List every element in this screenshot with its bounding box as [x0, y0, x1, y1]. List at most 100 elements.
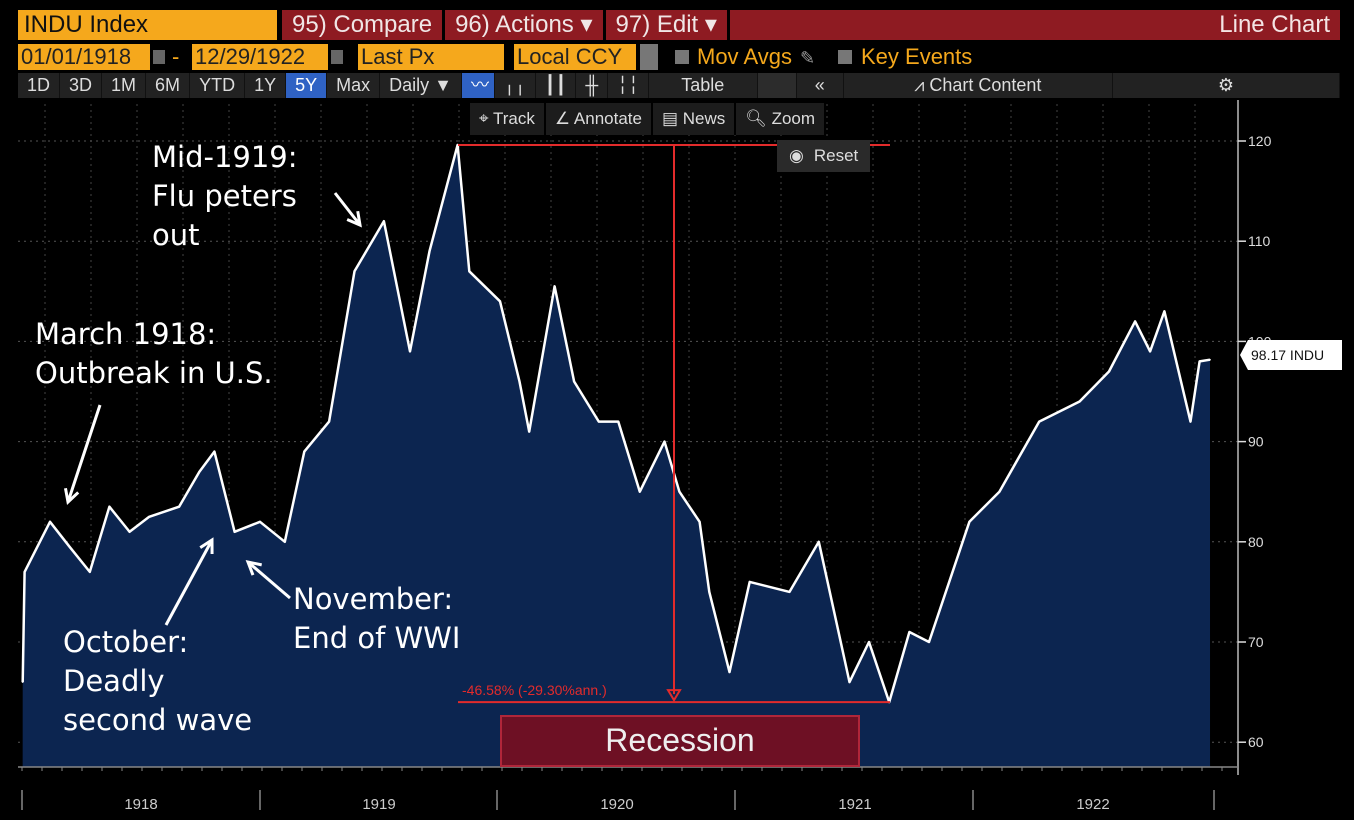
chart-type-label: Line Chart [1219, 11, 1330, 38]
range-1d[interactable]: 1D [18, 73, 61, 98]
chart-content-button[interactable]: ⩘ Chart Content [844, 73, 1113, 98]
data-point [1163, 310, 1166, 313]
data-point [89, 571, 91, 573]
data-point [638, 490, 641, 493]
data-point [553, 285, 556, 288]
data-point [928, 641, 930, 643]
bar-chart-icon[interactable]: ╷╷ [495, 73, 536, 98]
calendar-icon[interactable] [331, 50, 343, 64]
reset-label: Reset [813, 146, 859, 165]
data-point [1189, 420, 1192, 423]
collapse-button[interactable]: « [797, 73, 844, 98]
annotate-label: Annotate [573, 109, 642, 128]
ticker-field[interactable]: INDU Index [18, 10, 277, 40]
field-selector[interactable]: Last Px [358, 44, 504, 70]
range-1y[interactable]: 1Y [245, 73, 287, 98]
range-1m[interactable]: 1M [102, 73, 147, 98]
arrow-november-icon [247, 560, 291, 600]
frequency-dropdown[interactable]: Daily ▼ [380, 73, 462, 98]
arrow-november-icon-head [245, 559, 263, 576]
y-tick-label: 90 [1248, 434, 1264, 450]
range-6m[interactable]: 6M [146, 73, 191, 98]
data-point [468, 270, 471, 273]
header-bar: 95) Compare 96) Actions ▾ 97) Edit ▾ Lin… [282, 10, 1340, 40]
data-point [748, 581, 751, 583]
data-point [617, 420, 620, 423]
candlestick-icon[interactable]: ┃┃ [536, 73, 577, 98]
annotation-march-1918: March 1918: Outbreak in U.S. [35, 317, 273, 390]
data-point [968, 520, 971, 523]
calendar-icon[interactable] [153, 50, 165, 64]
line-chart-icon[interactable]: 〰 [461, 73, 495, 98]
gear-icon: ⚙ [1217, 75, 1234, 95]
range-5y[interactable]: 5Y [286, 73, 328, 98]
data-point [353, 270, 356, 273]
end-date-field[interactable]: 12/29/1922 [192, 44, 328, 70]
mov-avgs-checkbox[interactable] [675, 50, 689, 64]
annotation-october: October: Deadly second wave [63, 625, 253, 737]
measure-arrow-icon [666, 689, 682, 703]
start-date-field[interactable]: 01/01/1918 [18, 44, 150, 70]
data-point [1078, 400, 1081, 403]
x-tick-label: 1921 [838, 796, 871, 813]
y-tick-label: 120 [1248, 133, 1272, 149]
x-tick-label: 1922 [1076, 796, 1109, 813]
compare-button[interactable]: 95) Compare [282, 10, 446, 40]
price-line [21, 143, 1211, 704]
data-point [868, 641, 870, 643]
key-events-checkbox[interactable] [838, 50, 852, 64]
annotation-november: November: End of WWI [293, 582, 461, 655]
zoom-label: Zoom [771, 109, 816, 128]
reset-button[interactable]: ◉ Reset [777, 140, 870, 172]
data-point [456, 144, 459, 146]
arrow-mid-1919-icon [333, 192, 362, 226]
data-point [328, 420, 330, 423]
data-point [428, 250, 431, 253]
data-point [1038, 420, 1041, 423]
data-point [409, 350, 411, 353]
annotate-tool[interactable]: ∠ Annotate [546, 103, 653, 135]
currency-dropdown-icon[interactable] [640, 44, 658, 70]
settings-button[interactable]: ⚙ [1113, 73, 1340, 98]
key-events-label: Key Events [861, 44, 973, 69]
track-label: Track [493, 109, 535, 128]
track-tool[interactable]: ⌖ Track [470, 103, 546, 135]
range-ytd[interactable]: YTD [190, 73, 246, 98]
x-tick-label: 1920 [600, 796, 633, 813]
last-price-label: 98.17 INDU [1240, 340, 1342, 370]
data-point [818, 541, 820, 543]
x-tick-label: 1918 [124, 796, 157, 813]
data-point [698, 520, 701, 523]
data-point [1209, 358, 1211, 361]
zoom-tool[interactable]: 🔍︎ Zoom [736, 103, 824, 135]
table-button[interactable]: Table [649, 73, 758, 98]
data-point [678, 490, 681, 493]
pencil-icon[interactable]: ✎ [800, 48, 816, 68]
annotation-mid-1919: Mid-1919: Flu peters out [152, 140, 298, 252]
data-point [597, 420, 600, 423]
chart-content-label: Chart Content [929, 75, 1042, 95]
range-3d[interactable]: 3D [60, 73, 103, 98]
angle-icon: ∠ [554, 109, 574, 128]
range-max[interactable]: Max [327, 73, 381, 98]
ohlc-icon[interactable]: ╫ [576, 73, 609, 98]
recession-box: Recession [500, 715, 860, 767]
y-tick-label: 110 [1248, 233, 1271, 249]
data-point [128, 530, 131, 533]
data-point [788, 591, 791, 593]
data-point [1198, 360, 1201, 363]
data-point [848, 681, 851, 683]
news-tool[interactable]: ▤ News [653, 103, 737, 135]
chart-toolbar: 1D 3D 1M 6M YTD 1Y 5Y Max Daily ▼ 〰 ╷╷ ┃… [18, 73, 1340, 98]
edit-menu[interactable]: 97) Edit ▾ [606, 10, 730, 40]
arrow-march-icon [66, 404, 102, 503]
data-point [663, 440, 666, 443]
reset-icon: ◉ [789, 146, 804, 165]
currency-selector[interactable]: Local CCY [514, 44, 636, 70]
actions-menu[interactable]: 96) Actions ▾ [445, 10, 606, 40]
data-point [213, 450, 216, 453]
hlc-icon[interactable]: ╎╎ [608, 73, 649, 98]
chart-tools: ⌖ Track ∠ Annotate ▤ News 🔍︎ Zoom [470, 103, 825, 135]
x-tick-label: 1919 [362, 796, 395, 813]
